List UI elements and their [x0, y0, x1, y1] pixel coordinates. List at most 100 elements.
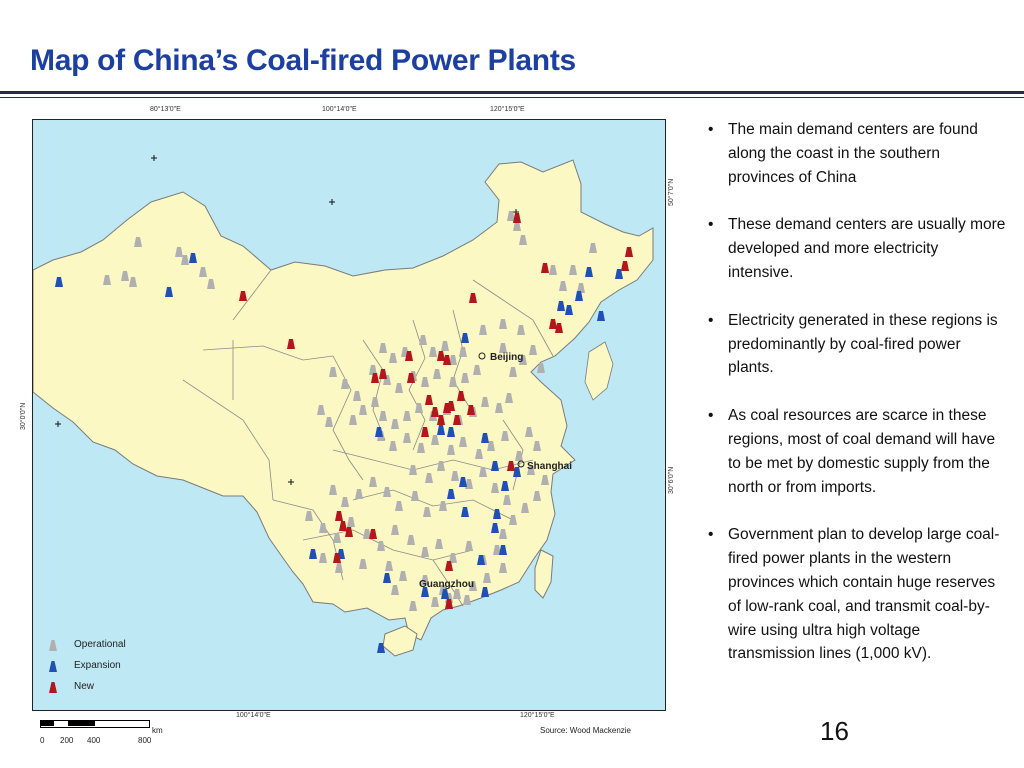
- operational-plant-marker: [207, 279, 215, 289]
- operational-plant-marker: [447, 445, 455, 455]
- operational-plant-marker: [499, 343, 507, 353]
- operational-plant-marker: [379, 411, 387, 421]
- operational-plant-marker: [487, 441, 495, 451]
- legend-expansion-label: Expansion: [74, 660, 121, 671]
- scale-segment: [68, 720, 95, 726]
- operational-plant-marker: [533, 441, 541, 451]
- expansion-plant-marker: [383, 573, 391, 583]
- operational-plant-marker: [519, 355, 527, 365]
- expansion-plant-marker: [499, 545, 507, 555]
- operational-plant-marker: [429, 347, 437, 357]
- expansion-plant-marker: [557, 301, 565, 311]
- bullet-item: The main demand centers are found along …: [706, 118, 1006, 189]
- new-plant-marker: [549, 319, 557, 329]
- scale-tick: 200: [60, 736, 74, 745]
- new-plant-marker: [437, 415, 445, 425]
- operational-plant-marker: [451, 471, 459, 481]
- expansion-plant-marker: [481, 433, 489, 443]
- operational-plant-marker: [353, 391, 361, 401]
- new-plant-marker: [369, 529, 377, 539]
- coord-bottom-2: 120°15'0"E: [520, 712, 555, 719]
- operational-plant-marker: [379, 343, 387, 353]
- operational-plant-marker: [527, 465, 535, 475]
- new-plant-marker: [457, 391, 465, 401]
- expansion-plant-marker: [447, 427, 455, 437]
- operational-plant-marker: [459, 347, 467, 357]
- new-plant-marker: [443, 403, 451, 413]
- city-guangzhou: Guangzhou: [419, 579, 474, 590]
- operational-plant-marker: [507, 211, 515, 221]
- operational-plant-marker: [549, 265, 557, 275]
- operational-plant-marker: [409, 601, 417, 611]
- expansion-plant-marker: [441, 589, 449, 599]
- new-plant-marker: [443, 355, 451, 365]
- city-shanghai-marker: [517, 460, 525, 468]
- expansion-plant-marker: [481, 587, 489, 597]
- new-plant-marker: [379, 369, 387, 379]
- operational-plant-marker: [453, 589, 461, 599]
- operational-plant-marker: [369, 365, 377, 375]
- operational-plant-marker: [461, 373, 469, 383]
- operational-plant-marker: [389, 353, 397, 363]
- operational-plant-marker: [329, 485, 337, 495]
- operational-plant-marker: [513, 221, 521, 231]
- scale-unit: km: [152, 726, 163, 735]
- operational-plant-marker: [423, 507, 431, 517]
- expansion-plant-marker: [189, 253, 197, 263]
- operational-plant-marker: [473, 365, 481, 375]
- expansion-plant-marker: [165, 287, 173, 297]
- operational-plant-marker: [505, 393, 513, 403]
- operational-plant-marker: [333, 533, 341, 543]
- operational-plant-marker: [465, 479, 473, 489]
- expansion-plant-marker: [597, 311, 605, 321]
- operational-plant-marker: [433, 369, 441, 379]
- operational-plant-marker: [199, 267, 207, 277]
- operational-plant-marker: [395, 383, 403, 393]
- new-plant-marker: [507, 461, 515, 471]
- operational-plant-marker: [533, 491, 541, 501]
- legend-new: New: [46, 676, 126, 697]
- korea-land: [584, 341, 614, 401]
- coord-right-2: 30°6'0"N: [668, 466, 675, 494]
- operational-plant-marker: [483, 573, 491, 583]
- operational-plant-marker: [103, 275, 111, 285]
- operational-plant-marker: [509, 367, 517, 377]
- china-map: Beijing Shanghai Guangzhou: [32, 119, 666, 711]
- hainan-island: [382, 625, 418, 657]
- operational-plant-marker: [499, 529, 507, 539]
- operational-plant-marker: [377, 541, 385, 551]
- operational-plant-marker: [355, 489, 363, 499]
- expansion-plant-marker: [55, 277, 63, 287]
- new-plant-marker: [555, 323, 563, 333]
- coord-top-3: 120°15'0"E: [490, 106, 525, 113]
- operational-plant-marker: [479, 467, 487, 477]
- plant-markers: [55, 211, 633, 653]
- operational-plant-marker: [359, 405, 367, 415]
- operational-plant-marker: [537, 363, 545, 373]
- coord-right-1: 50°7'0"N: [668, 178, 675, 206]
- province-borders: [182, 269, 554, 607]
- operational-plant-marker: [491, 483, 499, 493]
- operational-plant-marker: [495, 403, 503, 413]
- map-source: Source: Wood Mackenzie: [540, 726, 632, 735]
- operational-plant-marker: [325, 417, 333, 427]
- legend-new-label: New: [74, 681, 95, 692]
- new-plant-marker: [437, 351, 445, 361]
- operational-plant-marker: [431, 435, 439, 445]
- operational-plant-marker: [559, 281, 567, 291]
- operational-plant-marker: [519, 235, 527, 245]
- new-plant-marker: [239, 291, 247, 301]
- expansion-plant-marker: [501, 481, 509, 491]
- expansion-plant-marker: [477, 555, 485, 565]
- expansion-plant-marker: [461, 507, 469, 517]
- page-number: 16: [820, 716, 849, 746]
- operational-plant-marker: [407, 535, 415, 545]
- china-map-svg: Beijing Shanghai Guangzhou: [33, 155, 654, 657]
- operational-plant-marker: [421, 547, 429, 557]
- operational-plant-marker: [391, 525, 399, 535]
- operational-plant-marker: [349, 415, 357, 425]
- operational-plant-marker: [319, 553, 327, 563]
- operational-plant-marker: [389, 441, 397, 451]
- expansion-plant-marker: [491, 461, 499, 471]
- new-plant-marker: [541, 263, 549, 273]
